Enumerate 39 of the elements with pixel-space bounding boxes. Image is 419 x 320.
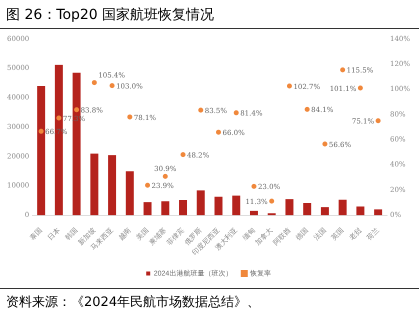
bar [90, 154, 98, 216]
bar [356, 206, 364, 216]
point [180, 152, 186, 158]
bar [37, 86, 46, 216]
point [322, 142, 328, 147]
point [145, 182, 150, 188]
point [234, 110, 239, 116]
bar [232, 196, 240, 216]
bar [338, 200, 347, 216]
bar [196, 190, 205, 216]
bar [161, 201, 170, 216]
bar [374, 209, 382, 216]
point [198, 108, 204, 113]
point [162, 174, 168, 179]
point [110, 83, 115, 88]
point [340, 67, 346, 72]
bar [214, 196, 222, 216]
point [216, 130, 221, 135]
bar [303, 202, 312, 216]
bar [250, 210, 258, 216]
point [286, 83, 292, 88]
chart-title: 图 26：Top20 国家航班恢复情况 [0, 0, 419, 29]
point [92, 80, 97, 86]
bar [179, 200, 188, 216]
bar [108, 155, 116, 216]
point [304, 106, 310, 112]
bar [144, 202, 152, 216]
text: 资料来源：《2024年民航市场数据总结》、 [0, 288, 419, 315]
bar [126, 171, 134, 216]
point [251, 184, 256, 189]
point [269, 198, 274, 204]
point [127, 114, 132, 120]
point [74, 107, 80, 112]
point [376, 118, 381, 124]
bar [320, 207, 329, 216]
bar [285, 199, 294, 216]
point [358, 85, 363, 90]
point [56, 115, 62, 120]
point [38, 128, 44, 134]
